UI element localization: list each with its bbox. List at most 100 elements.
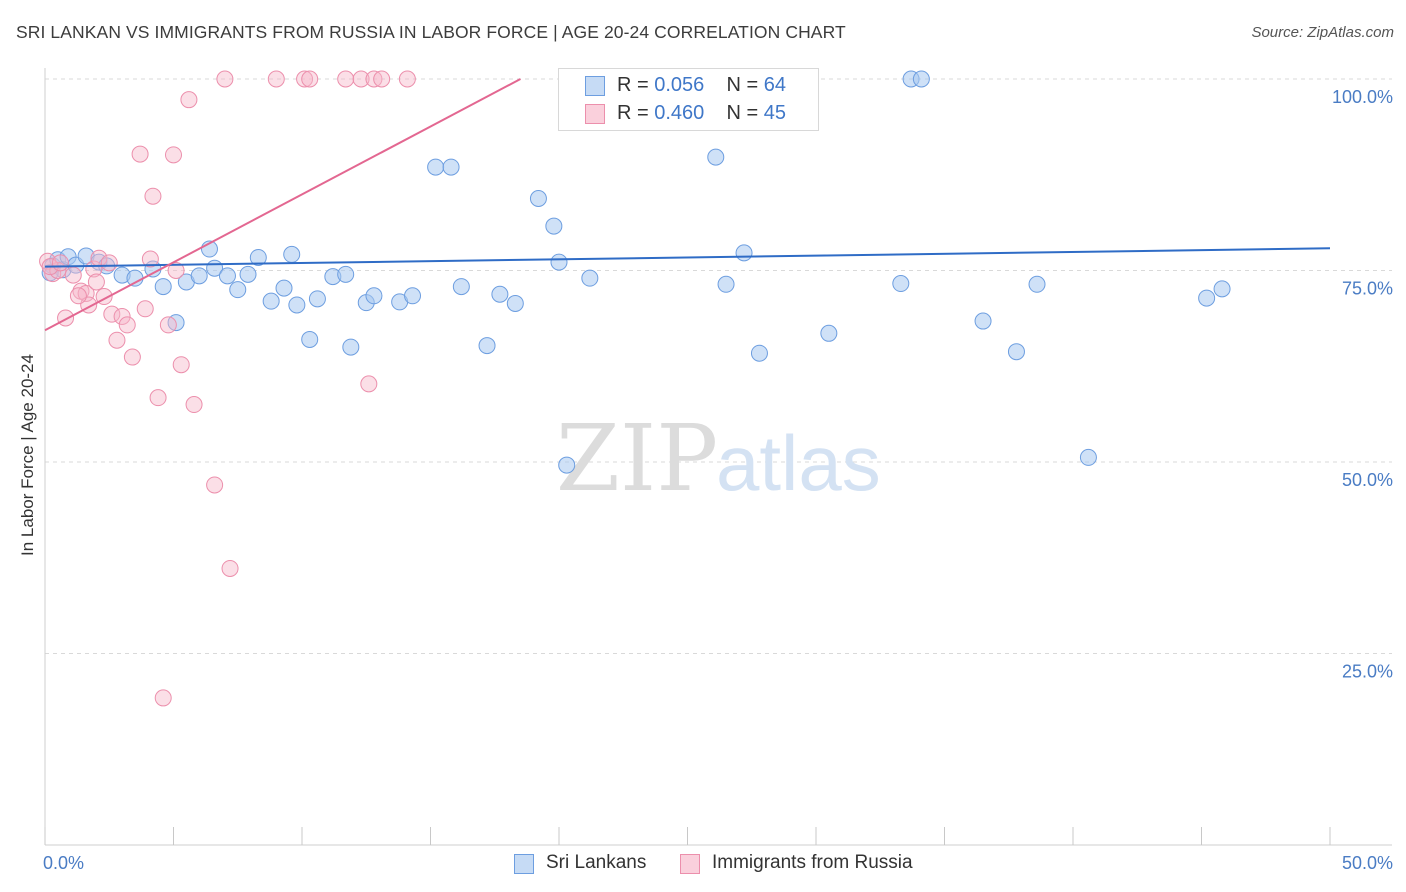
point-sri-lankans	[735, 244, 753, 262]
point-sri-lankans	[892, 275, 910, 293]
point-sri-lankans	[365, 287, 383, 305]
legend-n-label: N =	[726, 102, 759, 124]
point-russia	[398, 70, 416, 88]
point-sri-lankans	[717, 275, 735, 293]
point-russia	[167, 262, 185, 279]
point-russia	[113, 307, 131, 325]
point-russia	[118, 316, 136, 334]
source-label: Source: ZipAtlas.com	[1251, 24, 1394, 41]
legend-r-value: 0.056	[654, 74, 705, 96]
legend-r-value: 0.460	[654, 102, 705, 124]
legend-r-label: R =	[617, 102, 649, 124]
point-sri-lankans	[427, 158, 445, 176]
legend-n-label: N =	[726, 74, 759, 96]
point-russia	[131, 145, 149, 163]
point-sri-lankans	[1079, 448, 1097, 466]
point-sri-lankans	[545, 217, 563, 235]
watermark-atlas: atlas	[716, 419, 881, 507]
point-russia	[136, 300, 154, 318]
watermark-zip: ZIP	[556, 405, 718, 512]
point-russia	[154, 689, 172, 707]
point-russia	[141, 250, 159, 268]
chart-title: SRI LANKAN VS IMMIGRANTS FROM RUSSIA IN …	[16, 22, 846, 42]
point-sri-lankans	[1007, 343, 1025, 361]
point-russia	[108, 331, 126, 349]
point-sri-lankans	[1198, 289, 1216, 307]
point-russia	[185, 396, 203, 414]
trendline-sri-lankans	[44, 247, 1331, 268]
point-sri-lankans	[190, 267, 208, 285]
point-sri-lankans	[442, 158, 460, 176]
point-russia	[373, 70, 391, 88]
legend-n-value: 45	[763, 102, 787, 124]
point-sri-lankans	[337, 265, 355, 283]
point-sri-lankans	[239, 265, 257, 283]
point-russia	[64, 266, 82, 284]
point-russia	[296, 70, 314, 88]
bottom-legend-swatch-pink	[680, 854, 700, 874]
point-sri-lankans	[529, 189, 547, 207]
bottom-legend-label: Sri Lankans	[546, 852, 647, 873]
point-russia	[180, 91, 198, 109]
point-sri-lankans	[912, 70, 930, 88]
x-tick-label: 50.0%	[1342, 853, 1393, 873]
x-tick-label: 0.0%	[43, 853, 84, 873]
point-sri-lankans	[558, 456, 576, 474]
point-russia	[159, 316, 177, 334]
point-russia	[221, 559, 239, 577]
point-sri-lankans	[820, 324, 838, 342]
point-sri-lankans	[342, 338, 360, 356]
point-sri-lankans	[550, 253, 568, 271]
bottom-legend-swatch-blue	[514, 854, 534, 874]
point-russia	[57, 309, 75, 327]
tick-labels: 25.0% 50.0% 75.0% 100.0% 0.0% 50.0%	[43, 87, 1393, 873]
point-sri-lankans	[262, 292, 280, 310]
point-sri-lankans	[1213, 280, 1231, 298]
point-sri-lankans	[506, 294, 524, 312]
y-tick-label: 75.0%	[1342, 279, 1393, 299]
point-sri-lankans	[283, 245, 301, 263]
point-sri-lankans	[404, 287, 422, 305]
point-sri-lankans	[308, 290, 326, 308]
point-russia	[165, 146, 182, 164]
watermark: ZIP atlas	[556, 405, 881, 512]
point-sri-lankans	[750, 344, 768, 362]
point-sri-lankans	[249, 248, 267, 266]
point-sri-lankans	[154, 278, 172, 296]
point-russia	[301, 70, 319, 88]
point-sri-lankans	[478, 337, 496, 355]
point-russia	[206, 476, 224, 494]
legend-swatch-blue	[585, 76, 605, 96]
y-tick-label: 100.0%	[1332, 87, 1393, 107]
trendline-russia	[44, 78, 521, 332]
trend-lines	[44, 78, 1331, 332]
y-tick-label: 25.0%	[1342, 662, 1393, 682]
point-sri-lankans	[452, 278, 470, 296]
point-sri-lankans	[275, 279, 293, 297]
point-russia	[216, 70, 234, 88]
stats-legend: R = 0.056 N = 64 R = 0.460 N = 45	[558, 68, 819, 131]
point-russia	[172, 356, 190, 374]
point-russia	[149, 389, 167, 407]
point-sri-lankans	[1028, 275, 1046, 293]
point-sri-lankans	[491, 285, 509, 303]
point-sri-lankans	[581, 269, 599, 287]
legend-n-value: 64	[763, 74, 787, 96]
point-sri-lankans	[218, 267, 236, 285]
point-russia	[337, 70, 355, 88]
bottom-legend-label: Immigrants from Russia	[712, 852, 913, 873]
axes	[44, 68, 1392, 846]
point-sri-lankans	[229, 281, 247, 299]
point-russia	[360, 375, 378, 393]
point-russia	[100, 254, 118, 272]
data-points	[39, 70, 1231, 707]
point-russia	[144, 187, 162, 205]
point-russia	[103, 305, 121, 323]
legend-swatch-pink	[585, 104, 605, 124]
point-russia	[51, 254, 69, 272]
point-sri-lankans	[288, 296, 306, 314]
grid-lines	[45, 78, 1392, 654]
point-sri-lankans	[301, 330, 319, 348]
point-sri-lankans	[974, 312, 992, 330]
